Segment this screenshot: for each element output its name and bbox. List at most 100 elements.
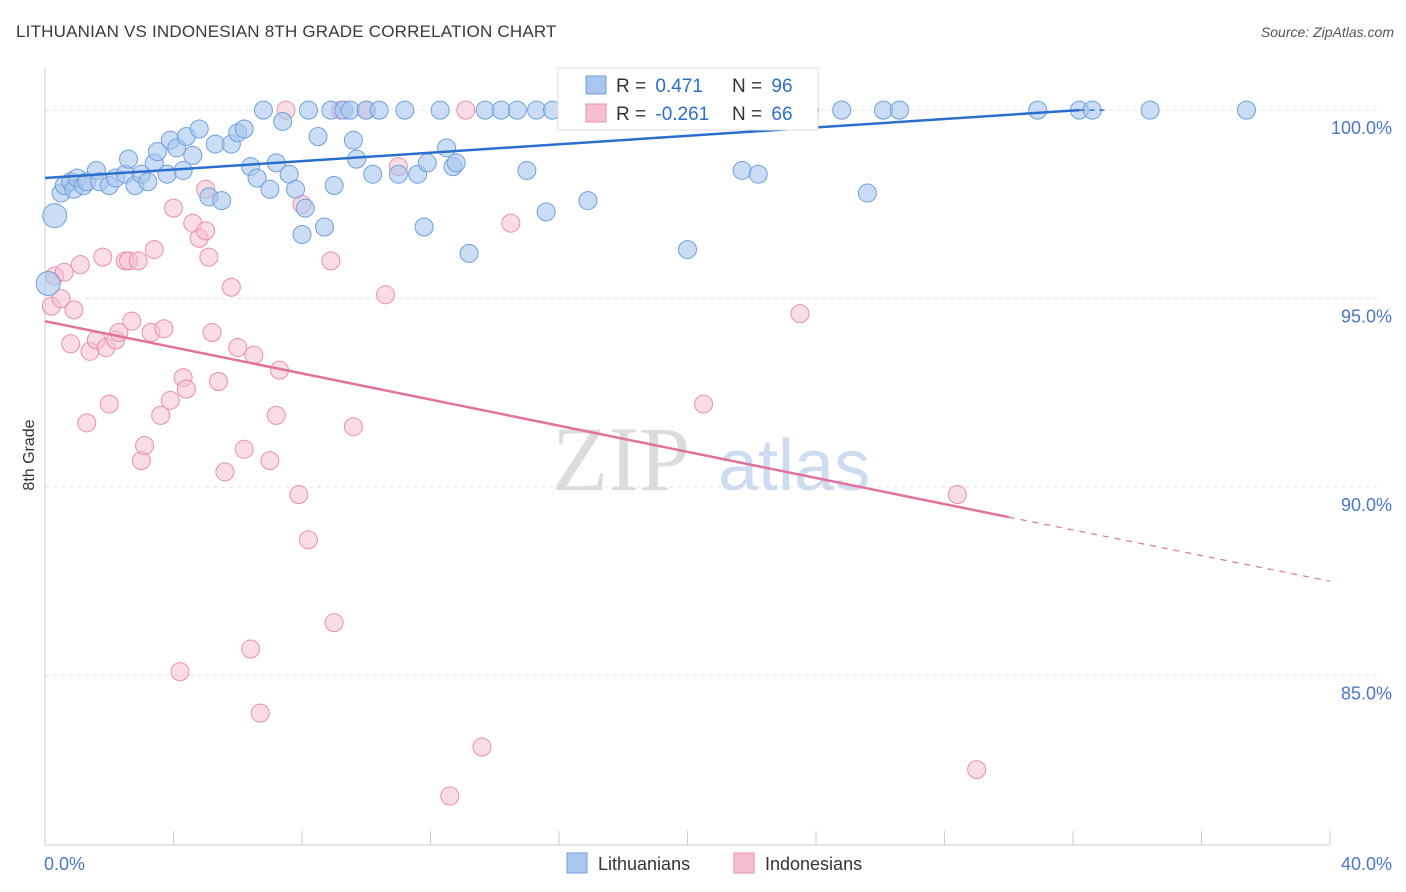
indonesians-point [208, 371, 228, 391]
lithuanians-point [388, 164, 408, 184]
lithuanians-point [147, 142, 167, 162]
indonesians-point [289, 485, 309, 505]
series-legend-label-indonesians: Indonesians [765, 854, 862, 874]
legend-n-value: 66 [771, 104, 792, 125]
series-legend-label-lithuanians: Lithuanians [598, 854, 690, 874]
indonesians-point [99, 394, 119, 414]
indonesians-point [501, 213, 521, 233]
lithuanians-point [414, 217, 434, 237]
lithuanians-point [295, 198, 315, 218]
lithuanians-point [1236, 100, 1256, 120]
indonesians-point [790, 304, 810, 324]
lithuanians-point [234, 119, 254, 139]
lithuanians-point [298, 100, 318, 120]
lithuanians-point [253, 100, 273, 120]
x-tick-label: 0.0% [44, 854, 85, 874]
indonesians-point [298, 530, 318, 550]
indonesians-point [343, 417, 363, 437]
lithuanians-point [517, 160, 537, 180]
lithuanians-point [1028, 100, 1048, 120]
lithuanians-point [446, 153, 466, 173]
lithuanians-point [491, 100, 511, 120]
lithuanians-point [324, 176, 344, 196]
lithuanians-point [314, 217, 334, 237]
indonesians-point [151, 405, 171, 425]
indonesians-point [70, 255, 90, 275]
source-label: Source: ZipAtlas.com [1260, 24, 1394, 40]
axes [44, 68, 1331, 846]
lithuanians-point [395, 100, 415, 120]
lithuanians-point [363, 164, 383, 184]
lithuanians-point [536, 202, 556, 222]
lithuanians-point [308, 127, 328, 147]
legend-n-value: 96 [771, 76, 792, 97]
legend-r-value: -0.261 [655, 104, 709, 125]
indonesians-point [202, 322, 222, 342]
indonesians-point [77, 413, 97, 433]
lithuanians-point [212, 191, 232, 211]
lithuanians-point [343, 130, 363, 150]
lithuanians-point [459, 243, 479, 263]
legend-r-label: R = [616, 104, 651, 125]
correlation-legend: R = 0.471 N = 96 R = -0.261 N = 66 [557, 67, 819, 131]
lithuanians-point [873, 100, 893, 120]
indonesians-trend-extension [1008, 516, 1331, 582]
lithuanians-trend-line [44, 108, 1080, 180]
indonesians-point [196, 221, 216, 241]
series-legend: Lithuanians Indonesians [566, 852, 862, 874]
y-tick-label: 100.0% [1331, 118, 1392, 138]
y-tick-labels: 85.0% 90.0% 95.0% 100.0% [1331, 118, 1392, 703]
indonesians-point [64, 300, 84, 320]
indonesians-point [215, 462, 235, 482]
indonesians-point [228, 338, 248, 358]
legend-n-label: N = [732, 76, 767, 97]
indonesians-point [221, 277, 241, 297]
watermark-zip: ZIP [552, 408, 690, 510]
lithuanians-point [286, 179, 306, 199]
lithuanians-point [273, 111, 293, 131]
chart-title: LITHUANIAN VS INDONESIAN 8TH GRADE CORRE… [16, 22, 557, 41]
indonesians-point [199, 247, 219, 267]
lithuanians-point [890, 100, 910, 120]
y-tick-label: 85.0% [1341, 683, 1392, 703]
lithuanians-point [119, 149, 139, 169]
lithuanians-point [42, 203, 68, 229]
indonesians-point [376, 285, 396, 305]
watermark-atlas: atlas [718, 426, 870, 506]
lithuanians-point [748, 164, 768, 184]
indonesians-point [61, 334, 81, 354]
indonesians-point [170, 662, 190, 682]
lithuanians-point [340, 100, 360, 120]
indonesians-point [160, 390, 180, 410]
indonesians-points [41, 100, 987, 806]
indonesians-point [472, 737, 492, 757]
svg-text:N = 96: N = 96 [732, 76, 793, 97]
legend-swatch-indonesians [585, 103, 607, 123]
lithuanians-point [430, 100, 450, 120]
indonesians-point [135, 436, 155, 456]
indonesians-point [266, 405, 286, 425]
indonesians-point [260, 451, 280, 471]
lithuanians-point [732, 160, 752, 180]
indonesians-point [694, 394, 714, 414]
lithuanians-point [1140, 100, 1160, 120]
indonesians-point [164, 198, 183, 218]
lithuanians-point [183, 145, 203, 165]
indonesians-trend-line [44, 319, 1009, 519]
legend-swatch-lithuanians [585, 75, 607, 95]
y-tick-label: 95.0% [1341, 307, 1392, 327]
indonesians-point [456, 100, 476, 120]
indonesians-point [234, 439, 254, 459]
svg-text:N = 66: N = 66 [732, 104, 793, 125]
indonesians-point [128, 251, 148, 271]
indonesians-point [440, 786, 460, 806]
svg-text:R = -0.261: R = -0.261 [616, 104, 709, 125]
y-tick-label: 90.0% [1341, 495, 1392, 515]
lithuanians-point [857, 183, 877, 203]
x-tick-label: 40.0% [1341, 854, 1392, 874]
lithuanians-point [205, 134, 225, 154]
series-legend-swatch-lithuanians [566, 852, 588, 874]
legend-n-label: N = [732, 104, 767, 125]
trend-lines [44, 108, 1331, 582]
indonesians-point [122, 311, 142, 331]
